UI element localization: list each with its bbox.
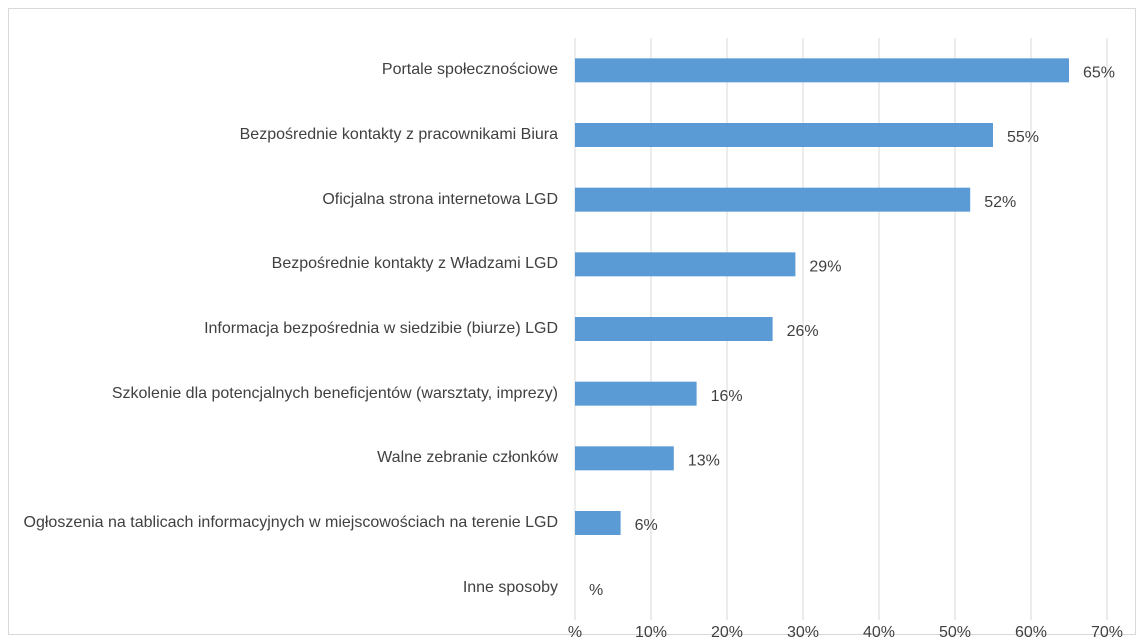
y-tick-label: Bezpośrednie kontakty z pracownikami Biu… [239, 126, 558, 143]
y-tick-label-box: Walne zebranie członków [377, 428, 558, 488]
bar [575, 123, 993, 147]
bar [575, 58, 1069, 83]
y-tick-label-box: Portale społecznościowe [382, 40, 558, 100]
bar [575, 317, 773, 341]
y-tick-label-box: Oficjalna strona internetowa LGD [322, 170, 558, 230]
y-tick-label: Szkolenie dla potencjalnych beneficjentó… [111, 384, 558, 402]
value-label: 16% [711, 388, 743, 405]
value-label: 26% [787, 323, 819, 340]
x-tick-label: 30% [787, 624, 819, 641]
x-tick-label: 10% [635, 624, 667, 641]
y-tick-label-box: Informacja bezpośrednia w siedzibie (biu… [204, 299, 558, 359]
x-tick-label: 20% [711, 624, 743, 641]
bar [575, 511, 621, 535]
y-tick-label: Portale społecznościowe [381, 61, 558, 79]
y-tick-label-box: Bezpośrednie kontakty z Władzami LGD [272, 234, 558, 294]
x-tick-label: 40% [863, 624, 895, 641]
value-label: 65% [1083, 65, 1115, 82]
x-tick-label: 60% [1015, 624, 1047, 641]
value-label: 13% [688, 453, 720, 470]
y-tick-label-box: Szkolenie dla potencjalnych beneficjentó… [112, 364, 558, 424]
y-tick-label-box: Inne sposoby [463, 558, 558, 618]
y-tick-label: Inne sposoby [462, 578, 558, 596]
chart-border [8, 8, 1136, 635]
value-label: % [589, 582, 603, 599]
y-tick-label: Oficjalna strona internetowa LGD [322, 190, 558, 208]
value-label: 52% [984, 194, 1016, 211]
y-tick-label: Walne zebranie członków [377, 449, 558, 467]
y-tick-label: Ogłoszenia na tablicach informacyjnych w… [23, 514, 558, 531]
y-tick-label-box: Ogłoszenia na tablicach informacyjnych w… [24, 493, 558, 553]
x-tick-label: 50% [939, 624, 971, 641]
y-tick-label: Bezpośrednie kontakty z Władzami LGD [271, 255, 558, 273]
bar [575, 381, 697, 406]
bar [575, 187, 971, 212]
y-tick-label-box: Bezpośrednie kontakty z pracownikami Biu… [240, 105, 558, 165]
value-label: 6% [635, 517, 658, 534]
x-tick-label: % [568, 624, 582, 641]
x-tick-label: 70% [1091, 624, 1123, 641]
bar [575, 252, 796, 277]
bar [575, 446, 674, 471]
y-tick-label: Informacja bezpośrednia w siedzibie (biu… [204, 320, 558, 337]
value-label: 29% [809, 259, 841, 276]
value-label: 55% [1007, 129, 1039, 146]
